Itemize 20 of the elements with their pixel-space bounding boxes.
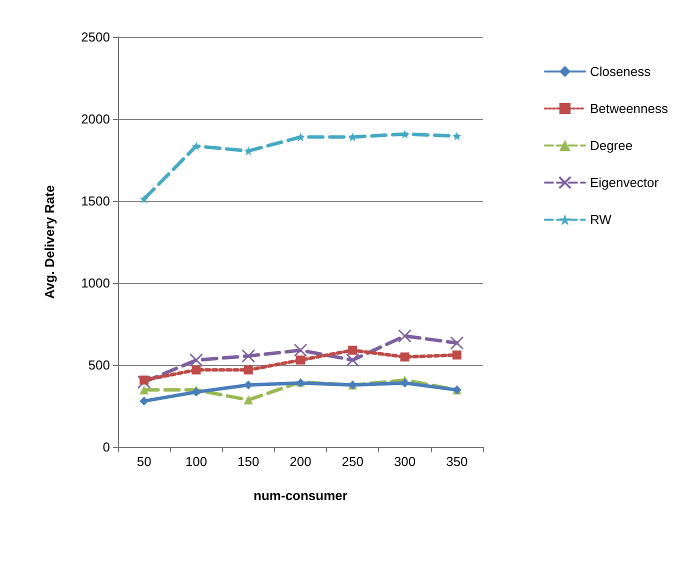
legend-label: RW	[590, 212, 612, 228]
y-tick-label: 1000	[81, 276, 110, 290]
legend-label: Eigenvector	[590, 175, 660, 190]
legend-label: Betweenness	[590, 101, 668, 116]
x-tick-label: 300	[394, 454, 416, 469]
y-tick-label: 2000	[81, 112, 110, 126]
x-tick-label: 200	[290, 454, 312, 469]
y-tick-label: 1500	[81, 194, 110, 208]
legend-label: Closeness	[590, 64, 652, 79]
y-tick-label: 0	[102, 440, 110, 454]
x-tick-label: 250	[342, 454, 364, 469]
x-axis-title: num-consumer	[254, 488, 348, 503]
x-tick-label: 150	[238, 454, 260, 469]
legend-label: Degree	[590, 138, 633, 153]
y-axis-title: Avg. Delivery Rate	[42, 185, 57, 299]
y-tick-label: 500	[88, 358, 110, 372]
x-tick-label: 100	[185, 454, 208, 469]
y-tick-label: 2500	[81, 30, 110, 44]
x-tick-label: 350	[446, 454, 468, 469]
x-tick-label: 50	[136, 454, 152, 469]
